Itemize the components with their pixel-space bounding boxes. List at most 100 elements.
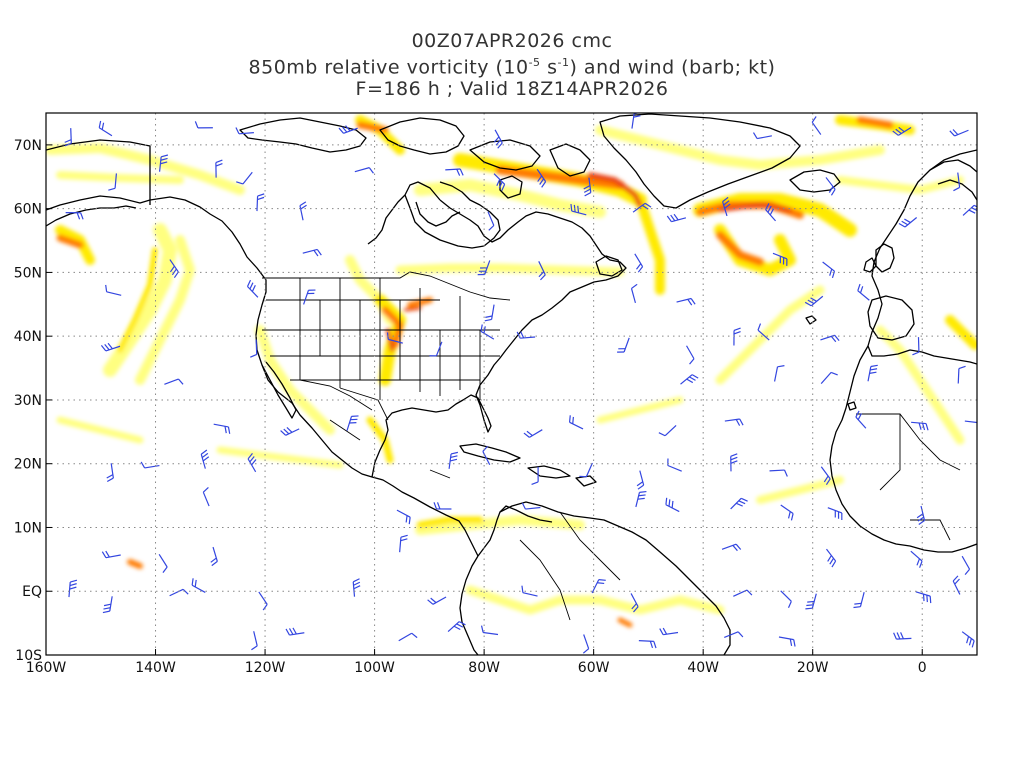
wind-barb xyxy=(429,341,443,357)
wind-barb xyxy=(680,374,699,385)
vorticity-band-orange xyxy=(617,617,633,628)
wind-barb xyxy=(898,217,918,228)
vorticity-band-yellow xyxy=(945,315,977,350)
coastlines xyxy=(46,113,977,655)
y-tick-label: 40N xyxy=(14,329,42,345)
wind-barb xyxy=(352,578,361,597)
wind-barb xyxy=(811,116,822,135)
wind-barb xyxy=(140,461,160,469)
wind-barb xyxy=(617,337,630,353)
wind-barb xyxy=(448,451,459,469)
vorticity-band-light xyxy=(255,325,335,435)
wind-barb xyxy=(780,590,792,608)
x-tick-label: 160W xyxy=(26,660,67,676)
x-tick-label: 100W xyxy=(354,660,395,676)
wind-barb xyxy=(338,125,358,134)
wind-barb xyxy=(721,543,742,552)
wind-barb xyxy=(634,253,644,273)
title-line-2-suffix: ) and wind (barb; kt) xyxy=(569,56,776,79)
wind-barb xyxy=(285,627,305,636)
wind-barb xyxy=(247,453,257,473)
wind-barb xyxy=(108,173,118,191)
plot-frame xyxy=(45,112,978,656)
wind-barb xyxy=(733,589,753,597)
wind-barb xyxy=(100,342,121,352)
wind-barb xyxy=(101,550,121,559)
map-title: 00Z07APR2026 cmc 850mb relative vorticit… xyxy=(0,30,1024,100)
wind-barb xyxy=(805,593,817,610)
wind-barb xyxy=(892,126,912,136)
y-tick-label: 70N xyxy=(14,138,42,154)
wind-barb xyxy=(521,585,538,597)
wind-barb xyxy=(487,211,495,231)
vorticity-band-light xyxy=(596,396,684,424)
vorticity-band-yellow xyxy=(635,195,665,295)
x-tick-label: 0 xyxy=(918,660,927,676)
vorticity-band-orange xyxy=(716,231,764,266)
vorticity-band-light xyxy=(595,125,885,170)
wind-barb xyxy=(493,173,506,191)
wind-barb xyxy=(354,167,374,174)
wind-barb xyxy=(676,297,696,306)
vorticity-band-red xyxy=(587,172,643,208)
wind-barb xyxy=(579,462,593,478)
wind-barb xyxy=(398,632,418,642)
wind-barb xyxy=(632,202,652,213)
wind-barb xyxy=(730,497,748,510)
wind-barb xyxy=(686,345,695,365)
wind-barb xyxy=(915,591,932,604)
wind-barb xyxy=(916,505,926,525)
wind-barb xyxy=(826,548,837,568)
wind-barb xyxy=(158,154,169,172)
wind-barb xyxy=(912,337,920,356)
y-tick-label: EQ xyxy=(22,584,42,600)
wind-barb xyxy=(236,171,253,185)
wind-barb xyxy=(484,304,495,322)
vorticity-band-light xyxy=(46,143,245,195)
wind-barb xyxy=(427,596,447,605)
wind-barb xyxy=(733,327,741,346)
wind-barb xyxy=(730,453,738,472)
wind-barb xyxy=(962,204,977,216)
wind-barb xyxy=(820,466,831,486)
wind-barb xyxy=(433,502,452,510)
wind-barb xyxy=(855,410,867,429)
y-tick-label: 20N xyxy=(14,457,42,473)
vorticity-band-light xyxy=(465,585,725,615)
wind-barb xyxy=(582,634,590,654)
wind-barb xyxy=(665,497,680,513)
wind-barb xyxy=(213,423,231,434)
wind-barb xyxy=(396,509,411,525)
wind-barb xyxy=(773,365,785,382)
wind-barb xyxy=(251,631,258,651)
vorticity-band-orange xyxy=(495,165,625,190)
wind-barb xyxy=(256,193,265,212)
wind-barb xyxy=(164,378,184,385)
wind-barb xyxy=(757,323,770,341)
wind-barb xyxy=(536,168,547,188)
vorticity-band-orange xyxy=(56,234,84,249)
wind-barb xyxy=(445,168,464,176)
wind-barb xyxy=(346,415,359,431)
wind-barb xyxy=(911,421,929,431)
wind-barb xyxy=(827,507,843,520)
wind-barb xyxy=(477,260,491,276)
wind-barb xyxy=(246,279,259,298)
wind-barb xyxy=(194,121,213,129)
vorticity-band-light xyxy=(103,223,177,377)
vorticity-band-yellow xyxy=(416,516,484,529)
lat-lon-grid xyxy=(46,113,977,655)
title-line-1: 00Z07APR2026 cmc xyxy=(411,30,613,52)
wind-barb xyxy=(68,579,78,598)
wind-barb xyxy=(106,463,114,483)
title-exponent-1: -5 xyxy=(528,56,541,69)
wind-barb xyxy=(666,213,687,223)
y-tick-label: 10S xyxy=(15,648,42,664)
y-tick-label: 50N xyxy=(14,265,42,281)
vorticity-band-red xyxy=(718,203,792,212)
wind-barb xyxy=(64,128,72,147)
wind-barb xyxy=(957,365,966,384)
wind-barb xyxy=(820,371,838,385)
wind-barb xyxy=(210,546,218,567)
